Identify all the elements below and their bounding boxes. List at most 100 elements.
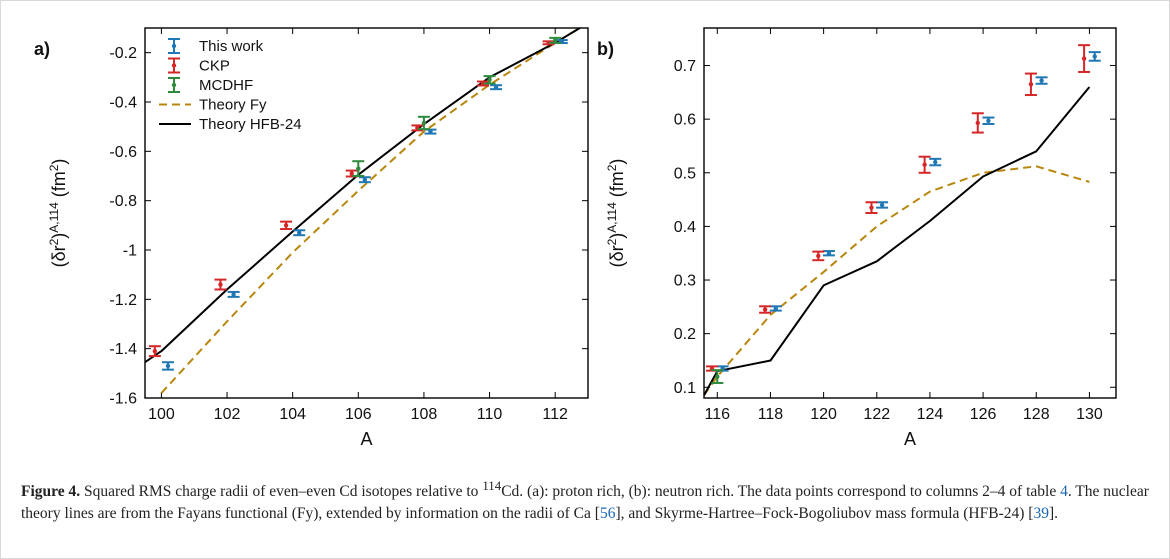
plot-frame bbox=[144, 27, 589, 399]
y-tick-label: -0.6 bbox=[109, 144, 137, 161]
series-this-work-point bbox=[428, 129, 433, 134]
series-ckp-point bbox=[152, 348, 158, 354]
figure-caption: Figure 4. Squared RMS charge radii of ev… bbox=[21, 475, 1151, 525]
series-ckp-point bbox=[349, 171, 354, 176]
series-this-work-point bbox=[297, 230, 302, 235]
x-tick-label: 120 bbox=[810, 406, 837, 423]
y-axis-title: (δr2)A,114 (fm2) bbox=[47, 159, 69, 268]
caption-table-link[interactable]: 4 bbox=[1060, 483, 1068, 501]
series-this-work-point bbox=[165, 363, 171, 369]
y-tick-label: -0.4 bbox=[109, 95, 137, 112]
x-tick-label: 118 bbox=[758, 406, 784, 423]
panel-label: a) bbox=[34, 39, 50, 59]
y-axis-title: (δr2)A,114 (fm2) bbox=[605, 159, 627, 268]
chart-panel-b: 116 118 120 122 124 126 128 130 0.1 0.2 0.3 0.4 0.5 0… bbox=[597, 27, 1117, 449]
series-line-theory-fy bbox=[704, 165, 1090, 396]
y-tick-label: 0.5 bbox=[674, 165, 696, 182]
y-tick-label: -0.2 bbox=[109, 45, 137, 62]
x-tick-label: 122 bbox=[863, 406, 890, 423]
x-tick-label: 116 bbox=[705, 406, 731, 423]
x-tick-label: 130 bbox=[1076, 406, 1103, 423]
figure-plots: 100 102 104 106 108 110 112 -1.6 -1.4 -1.2 -1 -0.8 -… bbox=[34, 27, 1117, 449]
caption-text-3: . The nuclear theory lines are from the … bbox=[21, 483, 1149, 523]
data-layer bbox=[704, 44, 1101, 396]
y-tick-label: 0.4 bbox=[674, 219, 696, 236]
series-mcdhf-point bbox=[356, 166, 361, 171]
series-line-theory-fy bbox=[160, 28, 582, 394]
series-ckp-point bbox=[922, 162, 927, 167]
x-tick-label: 126 bbox=[970, 406, 997, 423]
legend: This work CKP MCDHF Theory Fy Theory HFB-24 bbox=[159, 38, 302, 133]
caption-text-1: Squared RMS charge radii of even–even Cd… bbox=[80, 483, 483, 501]
x-tick-label: 102 bbox=[214, 406, 241, 423]
x-tick-label: 112 bbox=[542, 406, 568, 423]
y-tick-label: -1.6 bbox=[109, 391, 137, 408]
legend-label: Theory Fy bbox=[199, 97, 267, 114]
series-ckp-point bbox=[480, 81, 486, 86]
series-ckp-point bbox=[546, 40, 551, 45]
series-this-work-point bbox=[986, 118, 991, 123]
series-mcdhf-point bbox=[487, 77, 492, 83]
legend-label: MCDHF bbox=[199, 77, 253, 94]
legend-item-theory-fy: Theory Fy bbox=[159, 97, 267, 114]
y-tick-label: 0.2 bbox=[674, 326, 696, 343]
series-mcdhf-point bbox=[715, 374, 720, 379]
x-tick-label: 106 bbox=[345, 406, 372, 423]
legend-label: CKP bbox=[199, 58, 230, 75]
y-tick-label: -0.8 bbox=[109, 193, 137, 210]
caption-label: Figure 4. bbox=[21, 483, 81, 501]
caption-text-4: ], and Skyrme-Hartree–Fock-Bogoliubov ma… bbox=[615, 505, 1034, 523]
chart-panel-a: 100 102 104 106 108 110 112 -1.6 -1.4 -1.2 -1 -0.8 -… bbox=[34, 27, 589, 449]
caption-text-2: Cd. (a): proton rich, (b): neutron rich.… bbox=[501, 483, 1061, 501]
legend-marker-mcdhf-point bbox=[171, 82, 177, 88]
series-ckp-point bbox=[975, 120, 980, 126]
x-axis-title: A bbox=[360, 429, 372, 449]
caption-ref-link-56[interactable]: 56 bbox=[599, 505, 616, 523]
legend-label: Theory HFB-24 bbox=[199, 116, 302, 133]
series-this-work-point bbox=[231, 292, 236, 297]
data-layer bbox=[145, 28, 582, 394]
series-this-work-point bbox=[493, 85, 499, 90]
series-this-work-point bbox=[1039, 78, 1044, 83]
x-axis-title: A bbox=[904, 429, 916, 449]
legend-label: This work bbox=[199, 38, 264, 55]
series-this-work-point bbox=[826, 251, 832, 256]
series-mcdhf-point bbox=[552, 38, 558, 43]
panel-label: b) bbox=[597, 39, 614, 59]
series-line-theory-hfb24 bbox=[704, 86, 1091, 396]
x-tick-label: 104 bbox=[279, 406, 306, 423]
series-this-work-point bbox=[1092, 54, 1097, 59]
series-this-work-point bbox=[362, 177, 368, 182]
series-this-work-point bbox=[933, 159, 938, 165]
series-ckp-point bbox=[1081, 56, 1087, 61]
legend-item-ckp: CKP bbox=[168, 57, 230, 75]
x-tick-label: 100 bbox=[148, 406, 175, 423]
series-ckp-point bbox=[869, 205, 874, 210]
legend-marker-this-work-point bbox=[171, 43, 177, 49]
plot-frame bbox=[703, 27, 1117, 399]
x-tick-label: 124 bbox=[917, 406, 944, 423]
legend-item-theory-hfb24: Theory HFB-24 bbox=[159, 116, 302, 133]
series-mcdhf-point bbox=[421, 120, 427, 126]
series-this-work-point bbox=[879, 202, 885, 208]
series-ckp-point bbox=[816, 253, 821, 259]
series-ckp-point bbox=[1028, 82, 1034, 87]
y-tick-label: -1 bbox=[123, 243, 137, 260]
legend-marker-ckp-point bbox=[171, 63, 177, 68]
x-tick-label: 128 bbox=[1023, 406, 1050, 423]
y-tick-label: 0.6 bbox=[674, 112, 696, 129]
series-ckp-point bbox=[218, 282, 223, 287]
series-ckp-point bbox=[283, 223, 289, 228]
y-tick-label: 0.7 bbox=[674, 58, 696, 75]
caption-superscript: 114 bbox=[482, 478, 502, 493]
series-this-work-point bbox=[773, 306, 778, 311]
y-tick-label: -1.2 bbox=[109, 292, 137, 309]
legend-item-mcdhf: MCDHF bbox=[168, 77, 253, 94]
caption-ref-link-39[interactable]: 39 bbox=[1033, 505, 1049, 523]
y-tick-label: 0.3 bbox=[674, 273, 696, 290]
y-tick-label: -1.4 bbox=[109, 341, 137, 358]
legend-item-this-work: This work bbox=[168, 38, 264, 55]
x-tick-label: 108 bbox=[411, 406, 438, 423]
x-tick-label: 110 bbox=[477, 406, 503, 423]
